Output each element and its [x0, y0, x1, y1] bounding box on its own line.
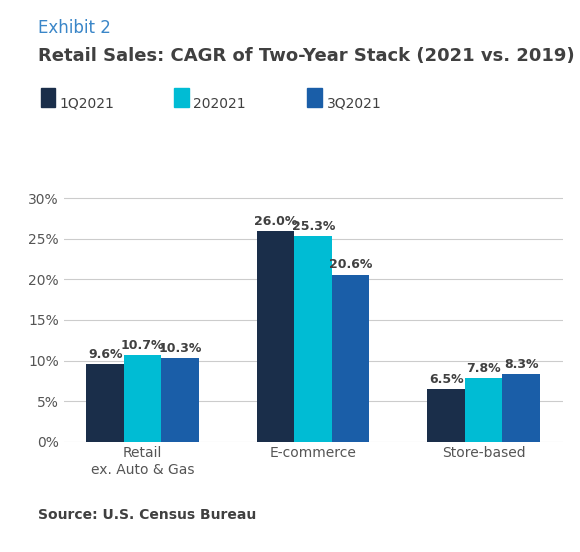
Text: 6.5%: 6.5%: [429, 373, 463, 386]
Bar: [427, 389, 465, 442]
Bar: [465, 378, 502, 442]
Bar: [332, 274, 369, 442]
Text: 8.3%: 8.3%: [504, 358, 538, 371]
Text: 25.3%: 25.3%: [292, 220, 335, 233]
Text: 10.7%: 10.7%: [121, 338, 165, 352]
Text: Exhibit 2: Exhibit 2: [38, 19, 111, 38]
Bar: [124, 355, 161, 442]
Bar: [502, 374, 540, 442]
Bar: [161, 358, 199, 442]
Text: 1Q2021: 1Q2021: [60, 97, 115, 110]
Bar: [86, 364, 124, 442]
Text: 9.6%: 9.6%: [88, 348, 122, 360]
Text: 7.8%: 7.8%: [466, 362, 501, 375]
Text: Source: U.S. Census Bureau: Source: U.S. Census Bureau: [38, 508, 256, 522]
Bar: [295, 236, 332, 442]
Text: 202021: 202021: [193, 97, 246, 110]
Text: 26.0%: 26.0%: [254, 215, 298, 227]
Text: 10.3%: 10.3%: [158, 342, 202, 355]
Bar: [257, 231, 295, 442]
Text: Retail Sales: CAGR of Two-Year Stack (2021 vs. 2019): Retail Sales: CAGR of Two-Year Stack (20…: [38, 47, 574, 65]
Text: 3Q2021: 3Q2021: [327, 97, 381, 110]
Text: 20.6%: 20.6%: [329, 258, 372, 272]
